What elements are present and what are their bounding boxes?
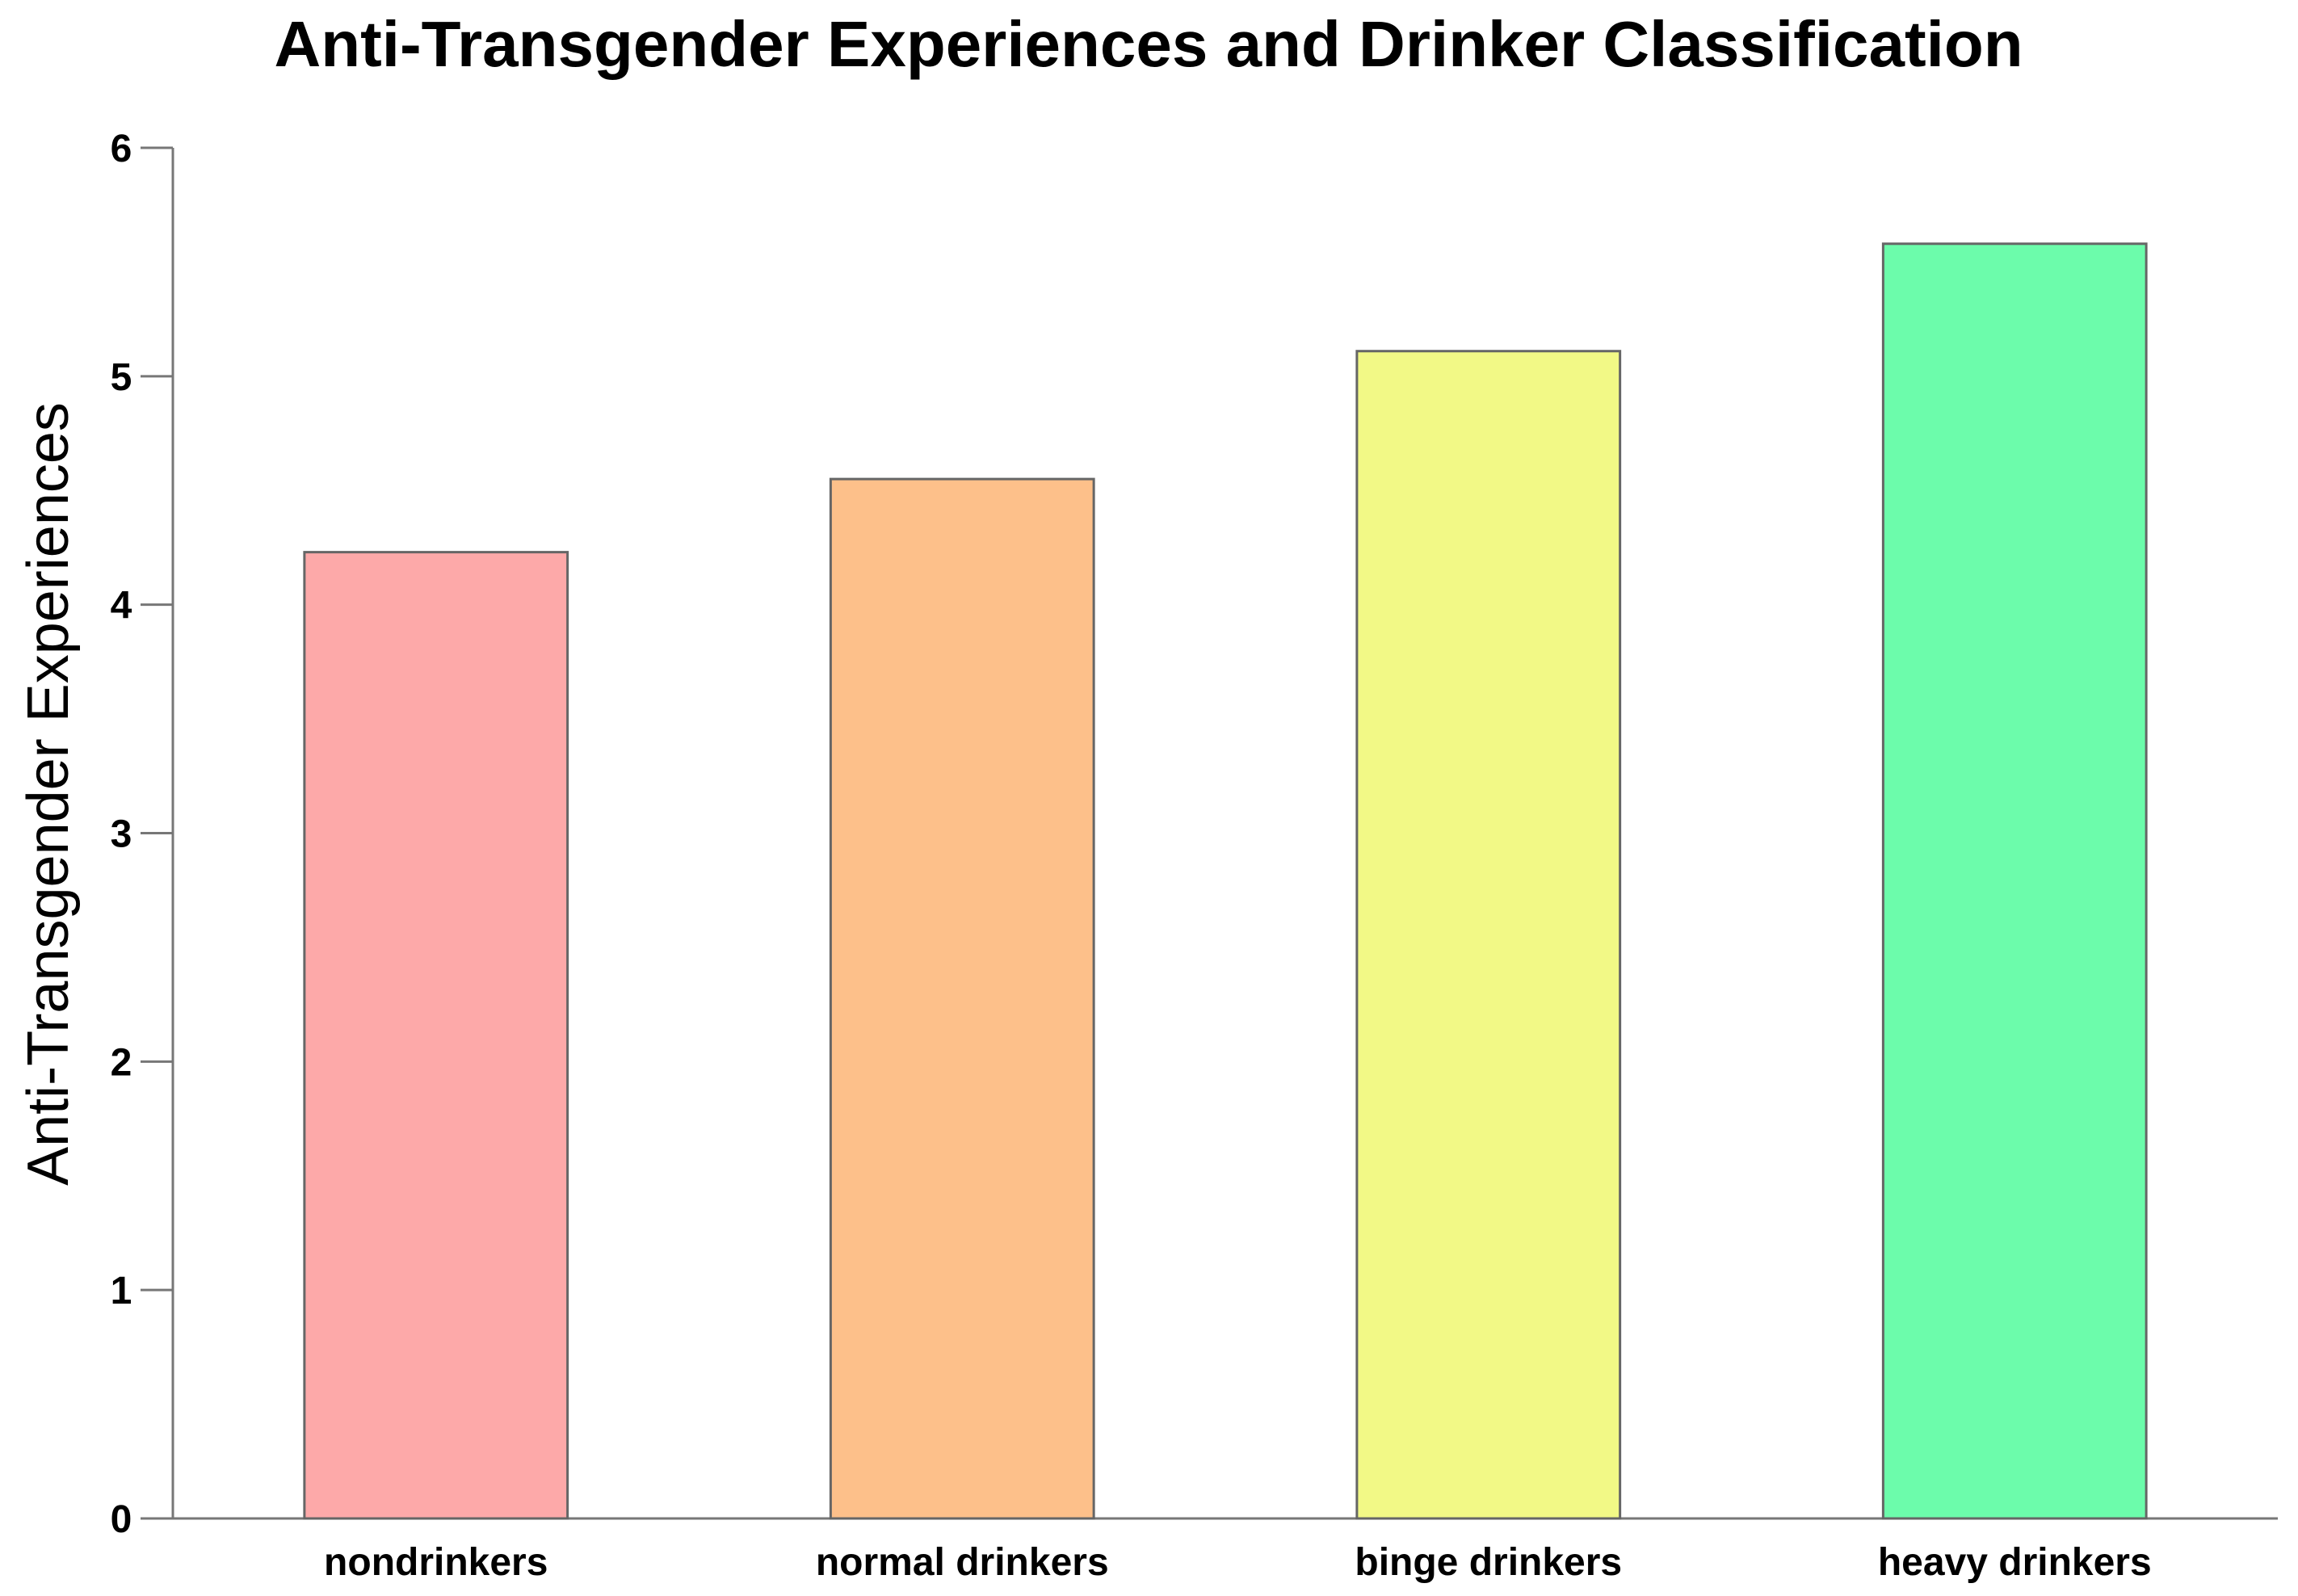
- bar-normal-drinkers: [829, 477, 1095, 1520]
- y-tick-label: 5: [111, 356, 132, 399]
- y-tick-label: 4: [111, 585, 132, 628]
- chart-title: Anti-Transgender Experiences and Drinker…: [274, 8, 2023, 80]
- y-axis-label: Anti-Transgender Experiences: [16, 402, 81, 1186]
- y-tick-label: 6: [111, 128, 132, 170]
- bar-nondrinkers: [303, 551, 569, 1520]
- bar-heavy-drinkers: [1881, 242, 2148, 1520]
- x-tick-label: normal drinkers: [816, 1541, 1109, 1584]
- y-tick-label: 3: [111, 813, 132, 856]
- x-axis-labels: nondrinkers normal drinkers binge drinkers…: [324, 1541, 2152, 1584]
- y-tick-label: 1: [111, 1270, 132, 1312]
- bars-group: [303, 242, 2148, 1520]
- x-tick-label: heavy drinkers: [1878, 1541, 2152, 1584]
- y-tick-label: 2: [111, 1041, 132, 1084]
- x-tick-label: binge drinkers: [1355, 1541, 1622, 1584]
- y-tick-label: 0: [111, 1498, 132, 1541]
- x-tick-label: nondrinkers: [324, 1541, 548, 1584]
- bar-binge-drinkers: [1355, 350, 1622, 1520]
